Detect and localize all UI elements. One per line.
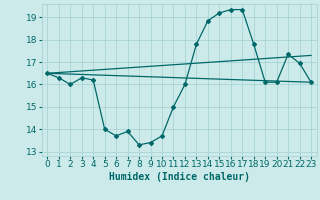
X-axis label: Humidex (Indice chaleur): Humidex (Indice chaleur) xyxy=(109,172,250,182)
